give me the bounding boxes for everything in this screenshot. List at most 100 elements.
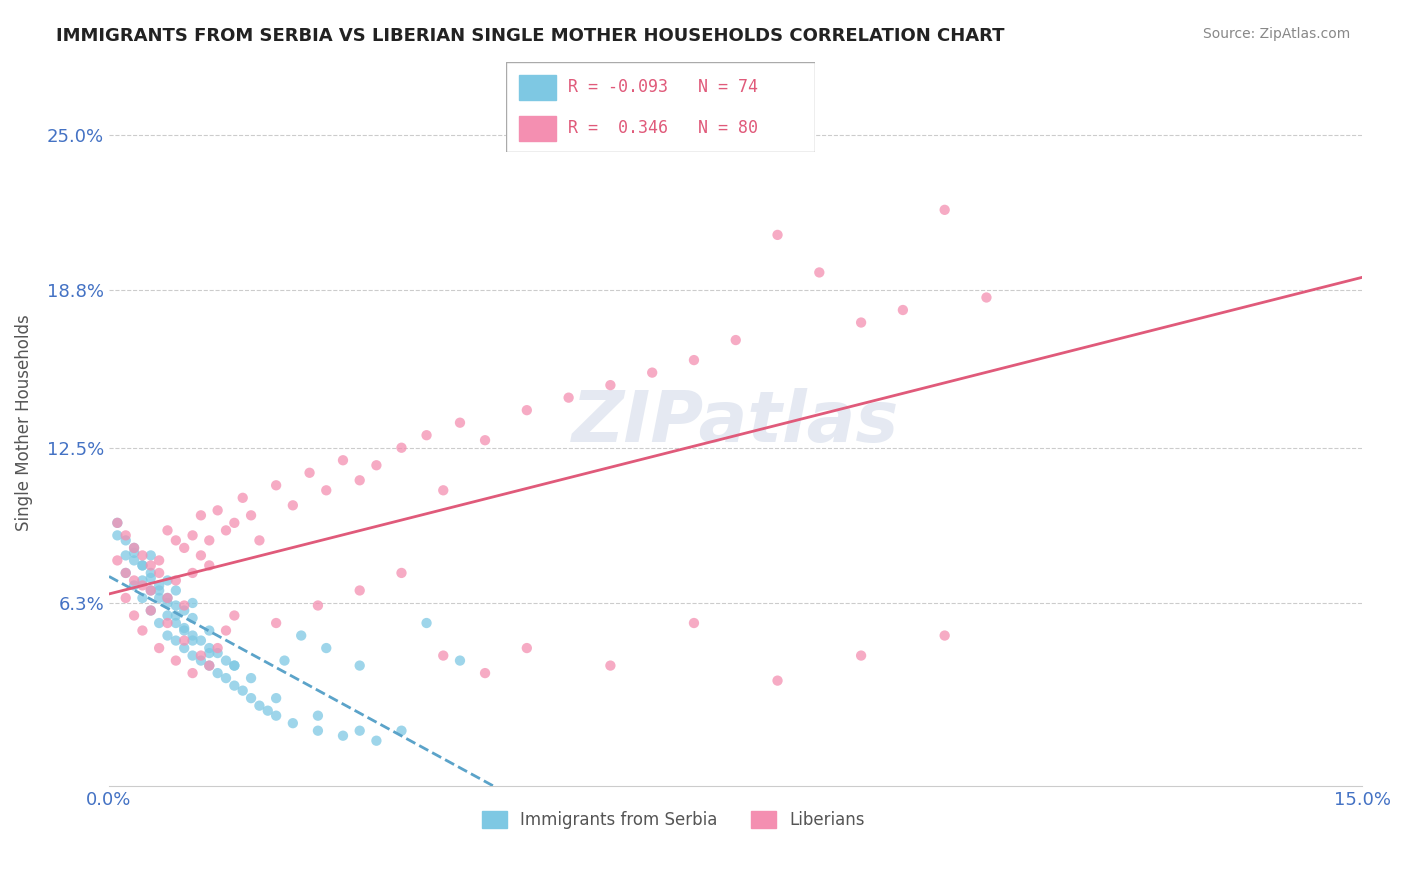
Point <box>181 633 204 648</box>
Point <box>207 646 229 660</box>
Text: IMMIGRANTS FROM SERBIA VS LIBERIAN SINGLE MOTHER HOUSEHOLDS CORRELATION CHART: IMMIGRANTS FROM SERBIA VS LIBERIAN SINGL… <box>56 27 1005 45</box>
Point <box>139 603 162 617</box>
Point <box>849 648 872 663</box>
Point <box>156 596 179 610</box>
Bar <box>519 75 555 100</box>
Point <box>139 558 162 573</box>
Point <box>131 574 153 588</box>
Bar <box>519 116 555 141</box>
Point <box>122 541 145 555</box>
Point <box>281 499 304 513</box>
Point <box>114 549 136 563</box>
Point <box>165 633 187 648</box>
Point <box>139 571 162 585</box>
Point <box>122 553 145 567</box>
Point <box>224 608 246 623</box>
Point <box>156 628 179 642</box>
Point <box>105 516 128 530</box>
Point <box>105 516 128 530</box>
Point <box>156 591 179 605</box>
Point <box>264 708 287 723</box>
Point <box>181 648 204 663</box>
Point <box>808 265 831 279</box>
Point <box>641 366 664 380</box>
Point <box>105 553 128 567</box>
Point <box>131 558 153 573</box>
Point <box>190 633 212 648</box>
Point <box>114 566 136 580</box>
Point <box>474 434 496 448</box>
Point <box>366 458 388 473</box>
Point <box>366 733 388 747</box>
Point <box>432 648 454 663</box>
Point <box>156 574 179 588</box>
Point <box>415 615 437 630</box>
Point <box>173 621 195 635</box>
Point <box>240 508 263 523</box>
Point <box>683 615 706 630</box>
Point <box>139 566 162 580</box>
Point <box>122 608 145 623</box>
Point <box>131 549 153 563</box>
Point <box>332 729 354 743</box>
Point <box>332 453 354 467</box>
Point <box>148 553 170 567</box>
Point <box>249 698 271 713</box>
Point <box>391 723 413 738</box>
Point <box>148 578 170 592</box>
Point <box>198 641 221 656</box>
Point <box>122 574 145 588</box>
Point <box>232 683 254 698</box>
Point <box>349 473 371 487</box>
Point <box>173 541 195 555</box>
Point <box>224 658 246 673</box>
Point <box>207 503 229 517</box>
Point <box>131 558 153 573</box>
Point <box>599 378 621 392</box>
Text: N = 74: N = 74 <box>697 78 758 96</box>
Point <box>190 508 212 523</box>
Point <box>599 658 621 673</box>
Point <box>240 691 263 706</box>
Point <box>165 533 187 548</box>
Point <box>198 558 221 573</box>
Point <box>156 608 179 623</box>
Point <box>249 533 271 548</box>
Point <box>349 723 371 738</box>
Point <box>181 566 204 580</box>
Point <box>449 654 471 668</box>
Text: R = -0.093: R = -0.093 <box>568 78 668 96</box>
Point <box>173 633 195 648</box>
Point <box>173 624 195 638</box>
Point <box>165 574 187 588</box>
Point <box>114 591 136 605</box>
Point <box>139 549 162 563</box>
Point <box>934 628 956 642</box>
Point <box>215 524 238 538</box>
Point <box>766 227 789 242</box>
Point <box>139 603 162 617</box>
Point <box>114 566 136 580</box>
Point <box>105 528 128 542</box>
Point <box>232 491 254 505</box>
Point <box>474 666 496 681</box>
Point <box>516 403 538 417</box>
Point <box>148 566 170 580</box>
Point <box>349 658 371 673</box>
Point <box>281 716 304 731</box>
Point <box>198 624 221 638</box>
Legend: Immigrants from Serbia, Liberians: Immigrants from Serbia, Liberians <box>475 804 872 836</box>
Point <box>122 546 145 560</box>
Point <box>215 654 238 668</box>
Point <box>215 624 238 638</box>
Point <box>224 679 246 693</box>
Point <box>122 578 145 592</box>
Point <box>315 483 337 498</box>
Point <box>207 641 229 656</box>
Point <box>148 641 170 656</box>
Point <box>181 611 204 625</box>
Point <box>148 583 170 598</box>
Point <box>273 654 295 668</box>
Text: Source: ZipAtlas.com: Source: ZipAtlas.com <box>1202 27 1350 41</box>
Point <box>190 648 212 663</box>
